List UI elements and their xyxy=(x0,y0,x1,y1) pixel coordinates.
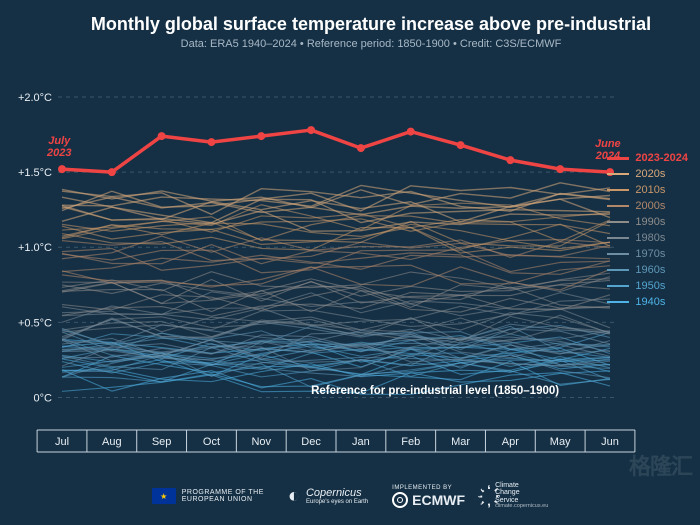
legend-label: 1980s xyxy=(635,232,665,244)
legend-swatch xyxy=(607,301,629,303)
legend-label: 2020s xyxy=(635,168,665,180)
footer-logos: PROGRAMME OF THE EUROPEAN UNION ◐ Copern… xyxy=(0,473,700,519)
svg-text:+1.0°C: +1.0°C xyxy=(18,242,52,254)
chart-subtitle: Data: ERA5 1940–2024 • Reference period:… xyxy=(42,38,700,50)
c3s-url: climate.copernicus.eu xyxy=(495,504,548,510)
ecmwf-orb-icon xyxy=(392,492,408,508)
legend-swatch xyxy=(607,285,629,287)
legend-item: 1960s xyxy=(607,264,688,276)
copernicus-name: Copernicus xyxy=(306,487,368,499)
chart-container: Monthly global surface temperature incre… xyxy=(0,0,700,525)
legend-label: 1970s xyxy=(635,248,665,260)
svg-text:+2.0°C: +2.0°C xyxy=(18,92,52,104)
legend-swatch xyxy=(607,173,629,175)
legend-item: 1970s xyxy=(607,248,688,260)
legend-item: 1940s xyxy=(607,296,688,308)
chart-title: Monthly global surface temperature incre… xyxy=(42,14,700,35)
eu-programme-badge: PROGRAMME OF THE EUROPEAN UNION xyxy=(152,488,264,504)
line-chart: 0°C +0.5°C +1.0°C +1.5°C +2.0°C Jul Aug Sep Oct N… xyxy=(0,0,700,525)
legend-item: 2000s xyxy=(607,200,688,212)
svg-text:Dec: Dec xyxy=(301,436,321,448)
legend-label: 1940s xyxy=(635,296,665,308)
svg-text:+0.5°C: +0.5°C xyxy=(18,317,52,329)
svg-text:Jun: Jun xyxy=(601,436,619,448)
legend-swatch xyxy=(607,205,629,207)
legend-swatch xyxy=(607,221,629,223)
svg-text:Apr: Apr xyxy=(502,436,519,448)
svg-text:+1.5°C: +1.5°C xyxy=(18,167,52,179)
eu-line2: EUROPEAN UNION xyxy=(182,496,264,503)
copernicus-logo: ◐ Copernicus Europe's eyes on Earth xyxy=(288,487,368,505)
c3s-logo: ҉ Climate Change Service climate.coperni… xyxy=(489,482,548,510)
svg-text:Nov: Nov xyxy=(251,436,271,448)
legend-label: 2010s xyxy=(635,184,665,196)
legend-item: 2010s xyxy=(607,184,688,196)
legend-swatch xyxy=(607,269,629,271)
svg-text:Jan: Jan xyxy=(352,436,370,448)
ecmwf-tag: IMPLEMENTED BY xyxy=(392,485,452,491)
legend-swatch xyxy=(607,253,629,255)
svg-text:Aug: Aug xyxy=(102,436,122,448)
eu-line1: PROGRAMME OF THE xyxy=(182,489,264,496)
legend-label: 1960s xyxy=(635,264,665,276)
eu-flag-icon xyxy=(152,488,176,504)
ecmwf-logo-block: IMPLEMENTED BY ECMWF xyxy=(392,485,465,508)
legend-item: 1990s xyxy=(607,216,688,228)
svg-text:Feb: Feb xyxy=(401,436,420,448)
svg-text:Oct: Oct xyxy=(203,436,220,448)
svg-text:May: May xyxy=(550,436,571,448)
svg-text:Sep: Sep xyxy=(152,436,172,448)
reference-label: Reference for pre-industrial level (1850… xyxy=(311,385,559,397)
legend-label: 2000s xyxy=(635,200,665,212)
legend-item: 2020s xyxy=(607,168,688,180)
svg-text:0°C: 0°C xyxy=(34,392,53,404)
legend-item: 1950s xyxy=(607,280,688,292)
legend-item: 1980s xyxy=(607,232,688,244)
annotation-end: June2024 xyxy=(595,138,621,162)
legend-label: 2023-2024 xyxy=(635,152,688,164)
legend-swatch xyxy=(607,237,629,239)
copernicus-tag: Europe's eyes on Earth xyxy=(306,499,368,505)
svg-text:Jul: Jul xyxy=(55,436,69,448)
svg-text:Mar: Mar xyxy=(451,436,470,448)
legend-label: 1950s xyxy=(635,280,665,292)
annotation-start: July2023 xyxy=(47,135,71,159)
ecmwf-name: ECMWF xyxy=(412,492,465,508)
c3s-l2: Change xyxy=(495,489,548,496)
legend: 2023-2024 2020s 2010s 2000s 1990s 1980s 1970s 1… xyxy=(607,152,688,308)
legend-swatch xyxy=(607,189,629,191)
c3s-l1: Climate xyxy=(495,482,548,489)
legend-label: 1990s xyxy=(635,216,665,228)
